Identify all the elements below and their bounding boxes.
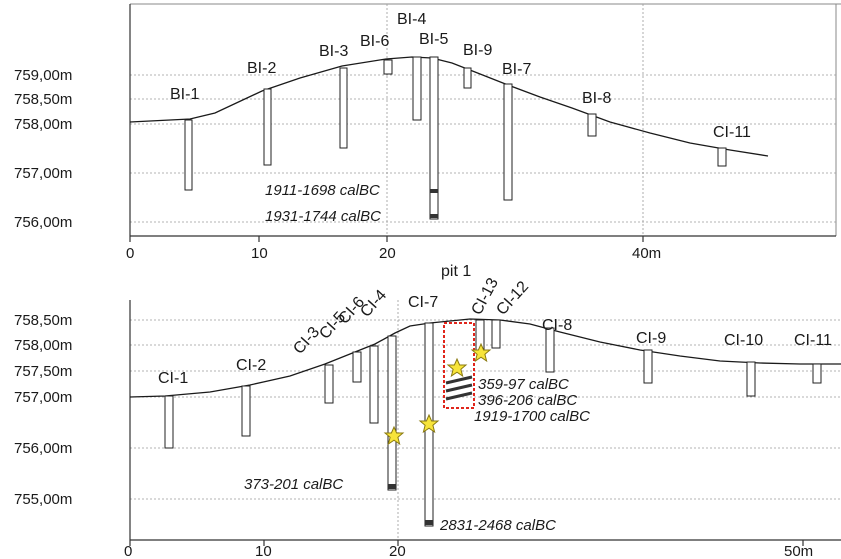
borehole-ci-2 bbox=[241, 385, 251, 437]
sample-marker bbox=[425, 520, 433, 525]
pit-outline bbox=[443, 322, 475, 409]
top-xlabel-10: 10 bbox=[251, 245, 268, 262]
borehole-ci-9 bbox=[643, 349, 653, 384]
label-bi-8: BI-8 bbox=[582, 90, 611, 107]
label-ci-11-top: CI-11 bbox=[713, 124, 751, 141]
borehole-bi-2 bbox=[263, 88, 272, 166]
date-label: 2831-2468 calBC bbox=[439, 517, 556, 534]
label-bi-9: BI-9 bbox=[463, 42, 492, 59]
label-bi-1: BI-1 bbox=[170, 86, 199, 103]
date-label: 396-206 calBC bbox=[478, 392, 577, 409]
bot-ylabel-75750: 757,50m bbox=[14, 363, 72, 380]
label-ci-11: CI-11 bbox=[794, 332, 832, 349]
top-ylabel-759: 759,00m bbox=[14, 67, 72, 84]
sample-marker bbox=[430, 189, 438, 193]
top-xlabel-0: 0 bbox=[126, 245, 134, 262]
label-ci-7: CI-7 bbox=[408, 294, 438, 311]
label-pit-1: pit 1 bbox=[441, 263, 471, 280]
star-marker bbox=[446, 357, 468, 378]
label-ci-1: CI-1 bbox=[158, 370, 188, 387]
label-ci-10: CI-10 bbox=[724, 332, 763, 349]
label-ci-9: CI-9 bbox=[636, 330, 666, 347]
date-label: 373-201 calBC bbox=[244, 476, 343, 493]
sample-marker bbox=[445, 383, 473, 393]
sample-marker bbox=[388, 484, 396, 489]
star-marker bbox=[383, 425, 405, 446]
bottom-section: 758,50m 758,00m 757,50m 757,00m 756,00m … bbox=[14, 263, 841, 559]
bot-xlabel-10: 10 bbox=[255, 543, 272, 559]
top-ylabel-757: 757,00m bbox=[14, 165, 72, 182]
borehole-bi-3 bbox=[339, 67, 348, 149]
top-ground-surface bbox=[129, 56, 769, 157]
label-bi-2: BI-2 bbox=[247, 60, 276, 77]
borehole-bi-1 bbox=[184, 119, 193, 191]
label-bi-3: BI-3 bbox=[319, 43, 348, 60]
top-ylabel-756: 756,00m bbox=[14, 214, 72, 231]
borehole-ci-10 bbox=[746, 361, 756, 397]
bot-xlabel-0: 0 bbox=[124, 543, 132, 559]
date-label: 1911-1698 calBC bbox=[265, 182, 380, 199]
borehole-ci-4 bbox=[387, 335, 397, 491]
top-section: 759,00m 758,50m 758,00m 757,00m 756,00m … bbox=[14, 3, 841, 262]
top-ylabel-758: 758,00m bbox=[14, 116, 72, 133]
pit-1 bbox=[443, 322, 475, 409]
borehole-bi-5 bbox=[429, 56, 439, 220]
borehole-bi-7 bbox=[503, 83, 513, 201]
borehole-bi-9 bbox=[463, 67, 472, 89]
borehole-ci-11 bbox=[812, 363, 822, 384]
borehole-ci-6 bbox=[369, 345, 379, 424]
borehole-ci-5 bbox=[352, 351, 362, 383]
bot-ylabel-756: 756,00m bbox=[14, 440, 72, 457]
borehole-bi-4 bbox=[412, 56, 422, 121]
sample-marker bbox=[430, 214, 438, 218]
label-ci-2: CI-2 bbox=[236, 357, 266, 374]
sample-marker bbox=[445, 375, 473, 385]
borehole-ci-1 bbox=[164, 395, 174, 449]
bottom-ground-surface bbox=[129, 318, 841, 398]
bot-xlabel-50: 50m bbox=[784, 543, 813, 559]
top-ylabel-75850: 758,50m bbox=[14, 91, 72, 108]
date-label: 1919-1700 calBC bbox=[474, 408, 590, 425]
label-bi-5: BI-5 bbox=[419, 31, 448, 48]
star-marker bbox=[470, 342, 492, 363]
label-ci-8: CI-8 bbox=[542, 317, 572, 334]
borehole-ci-12 bbox=[491, 319, 501, 349]
borehole-bi-8 bbox=[587, 113, 597, 137]
bot-xlabel-20: 20 bbox=[389, 543, 406, 559]
borehole-ci-11-top bbox=[717, 147, 727, 167]
date-label: 1931-1744 calBC bbox=[265, 208, 381, 225]
label-bi-6: BI-6 bbox=[360, 33, 389, 50]
date-label: 359-97 calBC bbox=[478, 376, 569, 393]
borehole-ci-8 bbox=[545, 327, 555, 373]
bot-ylabel-757: 757,00m bbox=[14, 389, 72, 406]
label-bi-7: BI-7 bbox=[502, 61, 531, 78]
label-ci-4: CI-4 bbox=[357, 287, 390, 321]
borehole-ci-3 bbox=[324, 364, 334, 404]
label-bi-4: BI-4 bbox=[397, 11, 426, 28]
top-xlabel-40: 40m bbox=[632, 245, 661, 262]
bot-ylabel-758: 758,00m bbox=[14, 337, 72, 354]
star-marker bbox=[418, 413, 440, 434]
borehole-bi-6 bbox=[383, 59, 393, 75]
bot-ylabel-755: 755,00m bbox=[14, 491, 72, 508]
sample-marker bbox=[445, 391, 473, 401]
bot-ylabel-75850: 758,50m bbox=[14, 312, 72, 329]
top-xlabel-20: 20 bbox=[379, 245, 396, 262]
